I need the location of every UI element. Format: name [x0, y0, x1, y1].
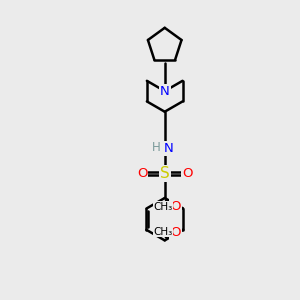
Text: O: O: [182, 167, 193, 180]
Text: O: O: [170, 226, 181, 239]
Text: H: H: [152, 141, 161, 154]
Text: CH₃: CH₃: [153, 226, 172, 237]
Text: O: O: [137, 167, 147, 180]
Text: N: N: [164, 142, 173, 155]
Text: O: O: [170, 200, 181, 213]
Text: S: S: [160, 166, 169, 181]
Text: CH₃: CH₃: [153, 202, 172, 212]
Text: N: N: [160, 85, 169, 98]
